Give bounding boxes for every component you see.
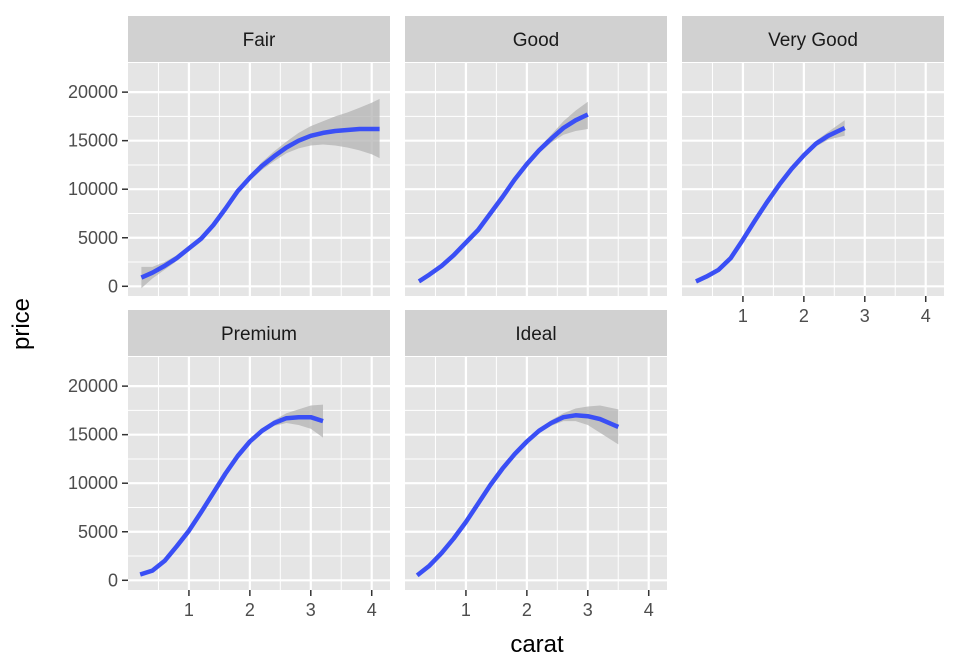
facet-strip: [128, 310, 390, 356]
confidence-ribbon: [417, 405, 619, 577]
smooth-line-premium: [139, 414, 324, 577]
facet-good: Good: [405, 16, 667, 296]
facet-strip: [128, 16, 390, 62]
y-tick-label: 0: [108, 276, 118, 296]
facet-strip-label: Premium: [221, 324, 297, 345]
facet-fair: Fair 0 5000 10000 15000 20000: [68, 16, 390, 296]
confidence-ribbon: [140, 404, 323, 576]
facet-premium: Premium 0 5000 10000 15000 20000 1 2 3 4: [68, 310, 390, 620]
y-tick-label: 15000: [68, 425, 118, 445]
facet-strip: [405, 310, 667, 356]
x-tick-label: 1: [738, 306, 748, 326]
confidence-ribbon: [419, 101, 588, 284]
facet-strip-label: Good: [513, 30, 559, 51]
y-axis-title: price: [8, 298, 35, 350]
x-tick-label: 2: [245, 600, 255, 620]
x-tick-label: 2: [522, 600, 532, 620]
x-tick-label: 3: [306, 600, 316, 620]
smooth-line-ideal: [415, 413, 620, 578]
facet-strip-label: Ideal: [515, 324, 556, 345]
y-tick-label: 20000: [68, 376, 118, 396]
x-tick-label: 3: [860, 306, 870, 326]
facet-strip-label: Fair: [243, 30, 276, 51]
facet-ideal: Ideal 1 2 3 4: [405, 310, 667, 620]
x-tick-label: 4: [921, 306, 931, 326]
y-tick-label: 5000: [78, 522, 118, 542]
y-tick-label: 10000: [68, 473, 118, 493]
panel-background: [128, 63, 390, 296]
smooth-line-good: [417, 112, 589, 284]
panel-background: [405, 357, 667, 590]
x-tick-label: 1: [184, 600, 194, 620]
panel-background: [682, 63, 944, 296]
smooth-line-fair: [140, 126, 380, 280]
y-tick-label: 5000: [78, 228, 118, 248]
smooth-line-very-good: [695, 125, 846, 284]
facet-strip-label: Very Good: [768, 30, 858, 51]
facet-strip: [682, 16, 944, 62]
x-tick-label: 4: [367, 600, 377, 620]
y-tick-label: 15000: [68, 131, 118, 151]
x-axis-title: carat: [510, 631, 564, 658]
facet-very-good: Very Good 1 2 3 4: [682, 16, 944, 326]
x-tick-label: 1: [461, 600, 471, 620]
x-tick-label: 3: [583, 600, 593, 620]
x-tick-label: 2: [799, 306, 809, 326]
x-tick-label: 4: [644, 600, 654, 620]
facet-strip: [405, 16, 667, 62]
y-tick-label: 0: [108, 570, 118, 590]
y-tick-label: 20000: [68, 82, 118, 102]
y-tick-label: 10000: [68, 179, 118, 199]
